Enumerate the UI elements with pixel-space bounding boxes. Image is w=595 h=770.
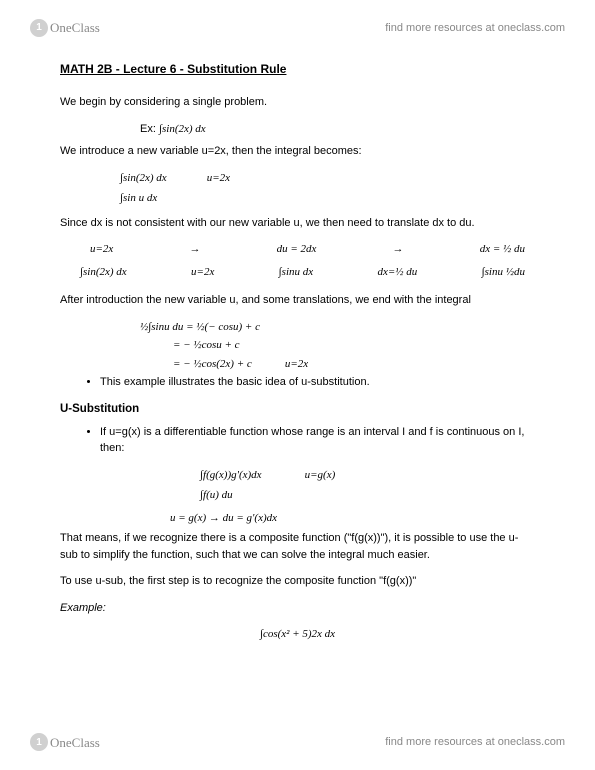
math-4b: u=2x (191, 264, 214, 281)
arrow-icon: → (189, 241, 200, 258)
equation-3: = − ½cos(2x) + c (173, 358, 252, 370)
example-math: ∫sin(2x) dx (159, 123, 206, 135)
bullet-list-1: This example illustrates the basic idea … (100, 374, 535, 391)
paragraph-intro: We begin by considering a single problem… (60, 94, 535, 111)
equation-3-sub: u=2x (285, 358, 308, 370)
paragraph-5: That means, if we recognize there is a c… (60, 530, 535, 563)
logo-icon: 1 (30, 19, 48, 37)
header-logo: 1 OneClass (30, 18, 100, 38)
math-row-1: ∫sin(2x) dx u=2x (120, 170, 535, 187)
paragraph-6: To use u-sub, the first step is to recog… (60, 573, 535, 590)
bullet-1: This example illustrates the basic idea … (100, 374, 535, 391)
logo-text: OneClass (50, 18, 100, 38)
usub-row-1: ∫f(g(x))g'(x)dx u=g(x) (200, 467, 535, 484)
math-4e: ∫sinu ½du (482, 264, 525, 281)
equation-1: ½∫sinu du = ½(− cosu) + c (140, 319, 535, 336)
math-3a: u=2x (90, 241, 113, 258)
footer-logo: 1 OneClass (30, 733, 100, 753)
usub-row-2: ∫f(u) du (200, 487, 535, 504)
paragraph-3: Since dx is not consistent with our new … (60, 215, 535, 232)
math-row-4: ∫sin(2x) dx u=2x ∫sinu dx dx=½ du ∫sinu … (80, 264, 525, 281)
logo-text: OneClass (50, 733, 100, 753)
usub-1a: ∫f(g(x))g'(x)dx (200, 469, 262, 481)
bullet-list-2: If u=g(x) is a differentiable function w… (100, 424, 535, 457)
math-row-2: ∫sin u dx (120, 190, 535, 207)
equation-3-row: = − ½cos(2x) + c u=2x (173, 356, 535, 373)
example-line: Ex: ∫sin(2x) dx (140, 121, 535, 138)
math-4d: dx=½ du (377, 264, 417, 281)
page-title: MATH 2B - Lecture 6 - Substitution Rule (60, 60, 535, 78)
math-row-3: u=2x → du = 2dx → dx = ½ du (90, 241, 525, 258)
equation-2: = − ½cosu + c (173, 337, 535, 354)
paragraph-2: We introduce a new variable u=2x, then t… (60, 143, 535, 160)
example-label: Ex: (140, 123, 156, 135)
usub-1b: u=g(x) (305, 469, 336, 481)
math-1a: ∫sin(2x) dx (120, 170, 167, 187)
arrow-icon: → (393, 241, 404, 258)
document-content: MATH 2B - Lecture 6 - Substitution Rule … (60, 60, 535, 643)
usub-row-3: u = g(x) → du = g'(x)dx (170, 510, 535, 527)
subheading-usub: U-Substitution (60, 401, 535, 418)
bullet-2: If u=g(x) is a differentiable function w… (100, 424, 535, 457)
paragraph-4: After introduction the new variable u, a… (60, 292, 535, 309)
math-4a: ∫sin(2x) dx (80, 264, 127, 281)
math-4c: ∫sinu dx (279, 264, 313, 281)
example-heading: Example: (60, 600, 535, 617)
final-equation: ∫cos(x² + 5)2x dx (60, 626, 535, 643)
math-1b: u=2x (207, 170, 230, 187)
logo-icon: 1 (30, 733, 48, 751)
math-3c: dx = ½ du (480, 241, 525, 258)
header-link[interactable]: find more resources at oneclass.com (385, 20, 565, 37)
footer-link[interactable]: find more resources at oneclass.com (385, 734, 565, 751)
math-3b: du = 2dx (277, 241, 317, 258)
